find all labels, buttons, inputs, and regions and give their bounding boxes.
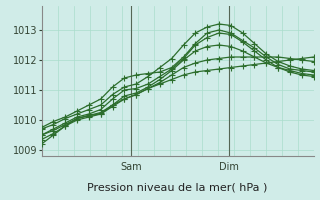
Text: Sam: Sam [121,162,142,172]
Text: Pression niveau de la mer( hPa ): Pression niveau de la mer( hPa ) [87,183,268,193]
Text: Dim: Dim [219,162,239,172]
